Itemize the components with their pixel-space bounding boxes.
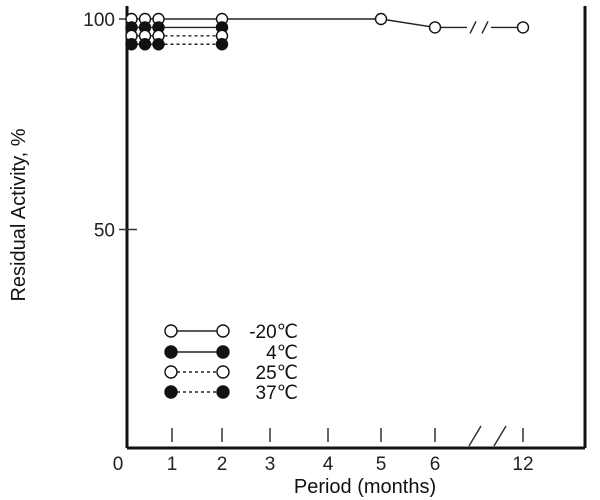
x-tick-label: 5: [376, 454, 387, 475]
y-tick-label: 50: [94, 221, 115, 242]
legend-label: 25℃: [256, 363, 298, 384]
axis-break-mark: [493, 425, 507, 447]
data-point: [428, 21, 442, 34]
x-tick-label: 6: [430, 454, 441, 475]
y-axis-ticks: 50 100: [83, 10, 137, 242]
x-tick-label: 3: [265, 454, 276, 475]
legend-marker: [164, 345, 178, 359]
x-tick-label: 2: [217, 454, 228, 475]
series-2: [125, 29, 229, 43]
legend-marker: [164, 365, 178, 379]
data-point: [152, 38, 165, 51]
plot-frame: [125, 6, 587, 450]
data-point: [215, 38, 229, 51]
legend-label: 37℃: [256, 383, 298, 404]
y-axis-title: Residual Activity, %: [8, 128, 30, 301]
x-tick-label: 0: [113, 454, 124, 475]
data-point: [374, 12, 388, 26]
legend-marker: [216, 365, 230, 379]
series-line: [380, 18, 436, 29]
legend-marker: [216, 385, 230, 399]
data-point: [125, 38, 138, 51]
x-axis-title: Period (months): [294, 476, 436, 498]
x-tick-label: 4: [323, 454, 334, 475]
legend-entry: 4℃: [164, 343, 298, 364]
series-3: [125, 38, 229, 51]
x-tick-label: 1: [167, 454, 178, 475]
legend-entry: 25℃: [164, 363, 298, 384]
legend-marker: [216, 345, 230, 359]
legend-entry: 37℃: [164, 383, 298, 404]
legend-marker: [164, 385, 178, 399]
axis-break-mark: [468, 425, 482, 447]
legend-marker: [164, 324, 178, 338]
series-0: [125, 12, 530, 34]
series-break-mark: [469, 21, 477, 34]
data-point: [516, 21, 530, 34]
legend: -20℃4℃25℃37℃: [164, 322, 298, 404]
legend-label: 4℃: [266, 343, 298, 364]
x-axis-ticks: 0 1 2 3 4 5 6 12: [113, 425, 534, 475]
legend-marker: [216, 324, 230, 338]
legend-label: -20℃: [249, 322, 298, 343]
legend-entry: -20℃: [164, 322, 298, 343]
series-break-mark: [481, 21, 489, 34]
data-point: [138, 38, 152, 51]
series-layer: [125, 12, 530, 51]
x-tick-label: 12: [512, 454, 533, 475]
series-1: [125, 21, 229, 34]
y-tick-label: 100: [83, 10, 115, 31]
